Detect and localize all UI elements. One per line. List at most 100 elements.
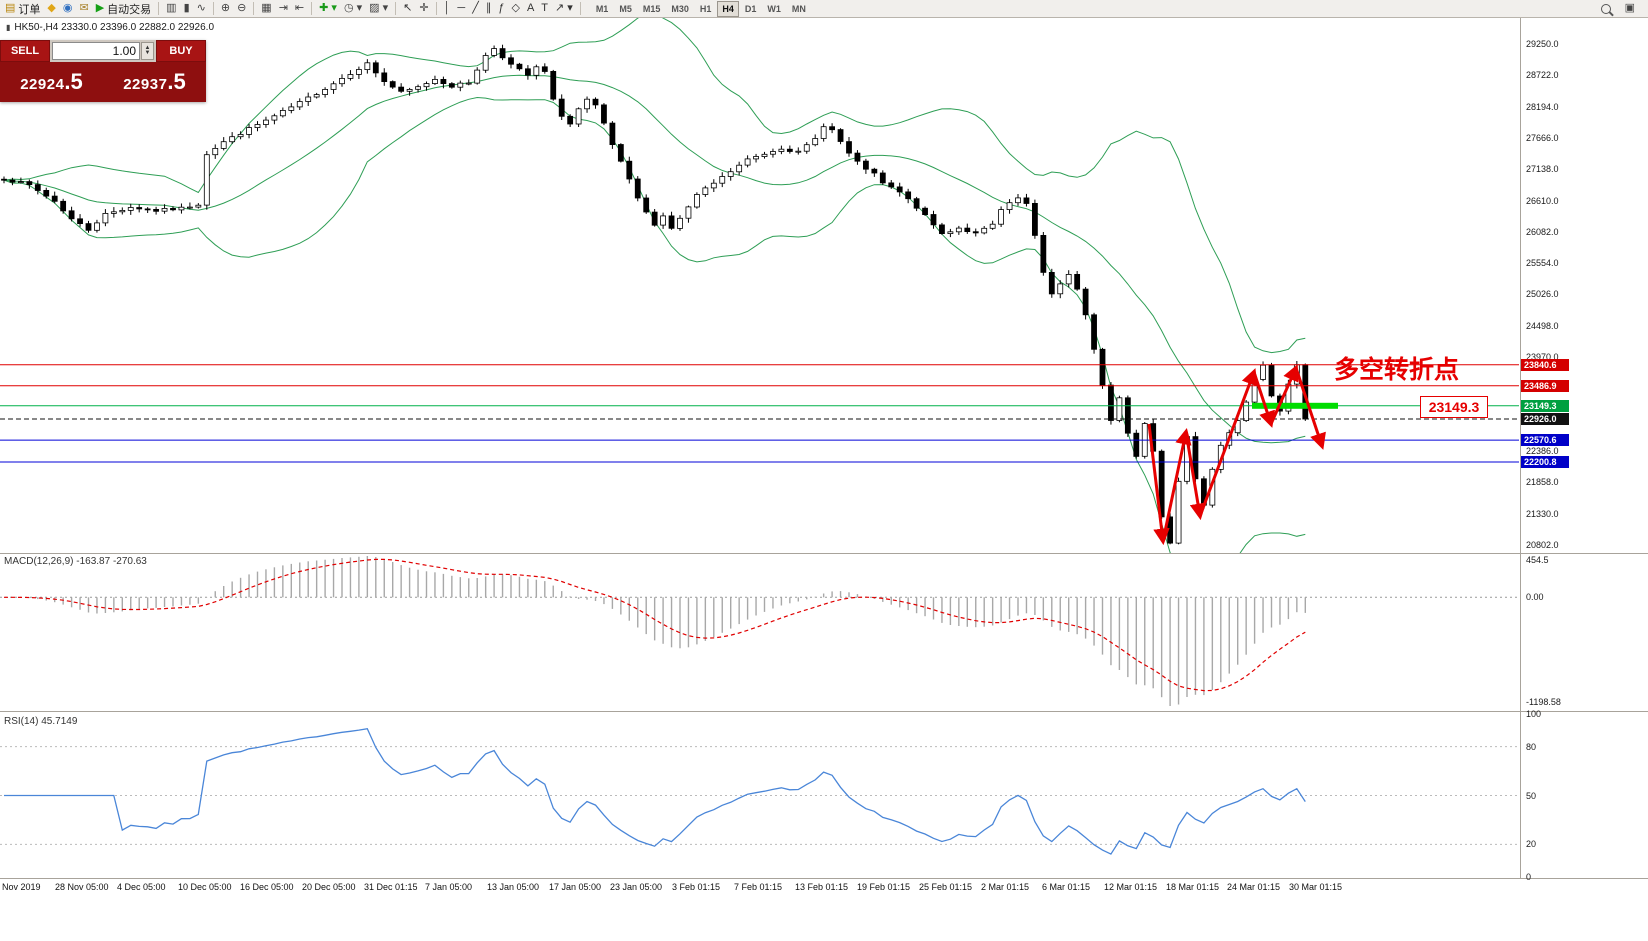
text-label-icon-glyph: T (541, 2, 549, 14)
time-axis-label: 2 Mar 01:15 (981, 882, 1030, 892)
crosshair-icon[interactable]: ✛ (416, 1, 431, 17)
price-badge: 23149.3 (1521, 400, 1569, 412)
time-axis-label: 17 Jan 05:00 (549, 882, 602, 892)
chart-ohlc-header: ▮ HK50-,H4 23330.0 23396.0 22882.0 22926… (6, 22, 214, 33)
price-tick: 28194.0 (1526, 102, 1559, 112)
time-axis-label: 31 Dec 01:15 (364, 882, 418, 892)
bar-chart-icon[interactable]: ▥ (163, 1, 179, 17)
mql5-icon[interactable]: ◆ (44, 1, 58, 17)
crosshair-icon-glyph: ✛ (419, 2, 429, 14)
price-badge: 22926.0 (1521, 413, 1569, 425)
period-button[interactable]: ◷ ▾ (341, 1, 365, 17)
macd-scale-label: 454.5 (1526, 555, 1549, 565)
rsi-panel[interactable] (0, 712, 1520, 878)
toolbar: ▤ 订单 ◆ ◉ ✉ ▶ 自动交易 ▥ ▮ ∿ ⊕ ⊖ ▦ ⇥ ⇤ ✚ ▾ ◷ ▾ ▨ ▾ ↖ ✛ │ ─ ╱ ∥ ƒ ◇ A T ↗ … (0, 0, 1648, 18)
one-click-trade-panel: SELL 1.00 ▲ ▼ BUY 22924.5 22937.5 (0, 40, 206, 102)
timeframe-h1[interactable]: H1 (699, 3, 712, 14)
template-button[interactable]: ▨ ▾ (366, 1, 391, 17)
add-indicator-button[interactable]: ✚ ▾ (316, 1, 340, 17)
price-tick: 22386.0 (1526, 446, 1559, 456)
macd-scale-label: -1198.58 (1526, 697, 1561, 707)
timeframe-m15[interactable]: M15 (642, 3, 661, 14)
fibonacci-icon[interactable]: ƒ (495, 1, 507, 17)
time-axis-label: 30 Mar 01:15 (1289, 882, 1343, 892)
tile-windows-icon[interactable]: ▦ (258, 1, 274, 17)
toolbar-separator (311, 2, 313, 15)
price-tick: 26082.0 (1526, 227, 1559, 237)
panel-divider[interactable] (0, 553, 1648, 554)
macd-panel[interactable] (0, 554, 1520, 711)
text-label-icon[interactable]: T (538, 1, 551, 17)
period-button-glyph: ◷ ▾ (343, 2, 363, 14)
vertical-line-icon[interactable]: │ (441, 1, 454, 17)
mail-icon[interactable]: ✉ (76, 1, 91, 17)
buy-price[interactable]: 22937.5 (103, 62, 206, 102)
community-icon[interactable]: ◉ (60, 1, 76, 17)
buy-price-big: .5 (167, 69, 186, 94)
sell-price[interactable]: 22924.5 (0, 62, 103, 102)
price-tick: 21858.0 (1526, 477, 1559, 487)
text-icon[interactable]: A (524, 1, 537, 17)
volume-input[interactable]: 1.00 (52, 42, 140, 60)
price-badge: 22200.8 (1521, 456, 1569, 468)
highlight-line[interactable] (1252, 402, 1338, 409)
new-order-button[interactable]: ▤ 订单 (2, 1, 43, 17)
search-icon[interactable] (1598, 1, 1614, 17)
sell-price-big: .5 (64, 69, 83, 94)
time-axis-label: 12 Mar 01:15 (1104, 882, 1158, 892)
price-axis-separator (1520, 18, 1521, 879)
timeframe-m30[interactable]: M30 (671, 3, 689, 14)
price-tick: 25554.0 (1526, 258, 1559, 268)
price-callout-box[interactable]: 23149.3 (1420, 396, 1488, 418)
zoom-out-icon[interactable]: ⊖ (234, 1, 249, 17)
timeframe-mn[interactable]: MN (791, 3, 806, 14)
toolbar-separator (158, 2, 160, 15)
ohlc-text: HK50-,H4 23330.0 23396.0 22882.0 22926.0 (14, 22, 215, 33)
timeframe-m1[interactable]: M1 (595, 3, 609, 14)
timeframe-m5[interactable]: M5 (619, 3, 632, 14)
macd-histogram (11, 556, 1307, 706)
volume-wrap: 1.00 ▲ ▼ (50, 40, 156, 62)
toolbar-right-group: ▣ (1598, 1, 1638, 17)
stepper-down-icon[interactable]: ▼ (144, 50, 151, 56)
time-axis[interactable]: Nov 2019 28 Nov 05:00 4 Dec 05:00 10 Dec 05… (0, 879, 1520, 897)
main-chart[interactable] (0, 18, 1520, 553)
mail-icon-glyph: ✉ (79, 2, 89, 14)
zoom-in-icon[interactable]: ⊕ (218, 1, 233, 17)
time-axis-label: 16 Dec 05:00 (240, 882, 294, 892)
panel-divider (0, 878, 1648, 879)
search-icon (1600, 3, 1611, 14)
price-badge: 23840.6 (1521, 359, 1569, 371)
vertical-line-icon-glyph: │ (443, 2, 451, 14)
arrows-icon[interactable]: ↗ ▾ (552, 1, 576, 17)
rsi-scale-label: 50 (1526, 791, 1537, 801)
toolbar-separator (395, 2, 397, 15)
trendline-icon[interactable]: ╱ (469, 1, 482, 17)
channel-icon[interactable]: ∥ (483, 1, 495, 17)
chart-shift-icon[interactable]: ⇤ (292, 1, 307, 17)
shapes-icon[interactable]: ◇ (508, 1, 522, 17)
autotrade-button[interactable]: ▶ 自动交易 (93, 1, 154, 17)
turning-point-annotation[interactable]: 多空转折点 (1334, 357, 1460, 384)
stepper-up-icon[interactable]: ▲ (144, 45, 151, 51)
horizontal-line-icon[interactable]: ─ (454, 1, 468, 17)
buy-button[interactable]: BUY (156, 40, 206, 62)
candlestick-chart-icon[interactable]: ▮ (181, 1, 193, 17)
timeframe-w1[interactable]: W1 (767, 3, 781, 14)
toolbar-separator (435, 2, 437, 15)
shapes-icon-glyph: ◇ (511, 2, 520, 14)
panel-divider[interactable] (0, 711, 1648, 712)
text-icon-glyph: A (526, 2, 535, 14)
timeframe-d1[interactable]: D1 (744, 3, 757, 14)
new-chart-icon[interactable]: ▣ (1622, 1, 1638, 17)
time-axis-label: 7 Feb 01:15 (734, 882, 783, 892)
auto-scroll-icon[interactable]: ⇥ (276, 1, 291, 17)
timeframe-h4[interactable]: H4 (717, 0, 739, 17)
volume-stepper[interactable]: ▲ ▼ (141, 42, 154, 60)
cursor-icon[interactable]: ↖ (400, 1, 415, 17)
time-axis-label: 23 Jan 05:00 (610, 882, 663, 892)
sell-button[interactable]: SELL (0, 40, 50, 62)
trend-arrows[interactable] (1147, 364, 1326, 546)
line-chart-icon[interactable]: ∿ (194, 1, 209, 17)
